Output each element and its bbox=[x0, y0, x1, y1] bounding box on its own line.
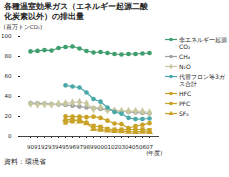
svg-text:92: 92 bbox=[41, 144, 48, 150]
html-text:資料：環境省: 資料：環境省 bbox=[4, 158, 46, 166]
svg-text:20: 20 bbox=[5, 113, 12, 119]
svg-text:90: 90 bbox=[27, 144, 34, 151]
svg-text:(年度): (年度) bbox=[146, 149, 162, 156]
html-text:93 94 95 96 97 98 99 00: 93 94 95 96 97 98 99 00 bbox=[48, 144, 104, 151]
svg-text:0: 0 bbox=[8, 133, 12, 139]
html-text:HFC: HFC bbox=[179, 90, 192, 97]
svg-text:60: 60 bbox=[5, 73, 12, 79]
html-text:SF₆: SF₆ bbox=[179, 110, 189, 117]
svg-text:80: 80 bbox=[5, 53, 12, 59]
svg-text:(百万トンCO₂): (百万トンCO₂) bbox=[4, 24, 43, 30]
html-text:03 04 05 06 07: 03 04 05 06 07 bbox=[118, 144, 153, 151]
svg-text:91: 91 bbox=[34, 144, 41, 150]
html-text:各種温室効果ガス（エネルギー起源二酸化炭素以外）の排出量: 各種温室効果ガス（エネルギー起源二酸化炭素以外）の排出量 bbox=[4, 2, 148, 21]
svg-text:40: 40 bbox=[5, 93, 12, 99]
svg-text:01: 01 bbox=[104, 144, 111, 150]
html-text:代替フロン等3ガス合計: 代替フロン等3ガス合計 bbox=[179, 73, 225, 87]
html-text:非エネルギー起源CO₂: 非エネルギー起源CO₂ bbox=[179, 36, 227, 50]
html-text:CH₄: CH₄ bbox=[179, 53, 191, 60]
svg-text:100: 100 bbox=[1, 33, 12, 39]
svg-text:02: 02 bbox=[111, 144, 118, 150]
html-text:PFC: PFC bbox=[179, 100, 191, 107]
html-text:N₂O: N₂O bbox=[179, 63, 191, 70]
